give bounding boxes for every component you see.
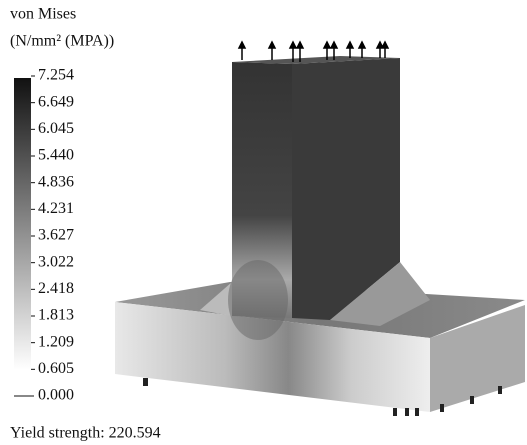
legend-label: 3.022 (38, 253, 74, 270)
stress-zone (228, 260, 288, 340)
legend-label: 2.418 (38, 280, 74, 297)
legend-label: 7.254 (38, 67, 74, 84)
model (115, 42, 525, 416)
legend-label: 6.045 (38, 120, 74, 137)
screen: von Mises (N/mm² (MPA)) 7.254 6.649 6.045 5… (0, 0, 527, 445)
color-bar (14, 78, 31, 370)
footer: Yield strength: 220.594 (10, 425, 161, 442)
legend-unit: (N/mm² (MPA)) (10, 33, 114, 50)
legend-label: 4.836 (38, 173, 74, 190)
legend-label: 5.440 (38, 147, 74, 164)
legend-label: 0.605 (38, 360, 74, 377)
legend-label: 4.231 (38, 200, 74, 217)
legend-label: 6.649 (38, 93, 74, 110)
legend-label: 3.627 (38, 227, 74, 244)
legend-label: 1.813 (38, 307, 74, 324)
legend-title: von Mises (10, 6, 76, 23)
legend-label: 1.209 (38, 333, 74, 350)
legend-label: 0.000 (38, 387, 74, 404)
